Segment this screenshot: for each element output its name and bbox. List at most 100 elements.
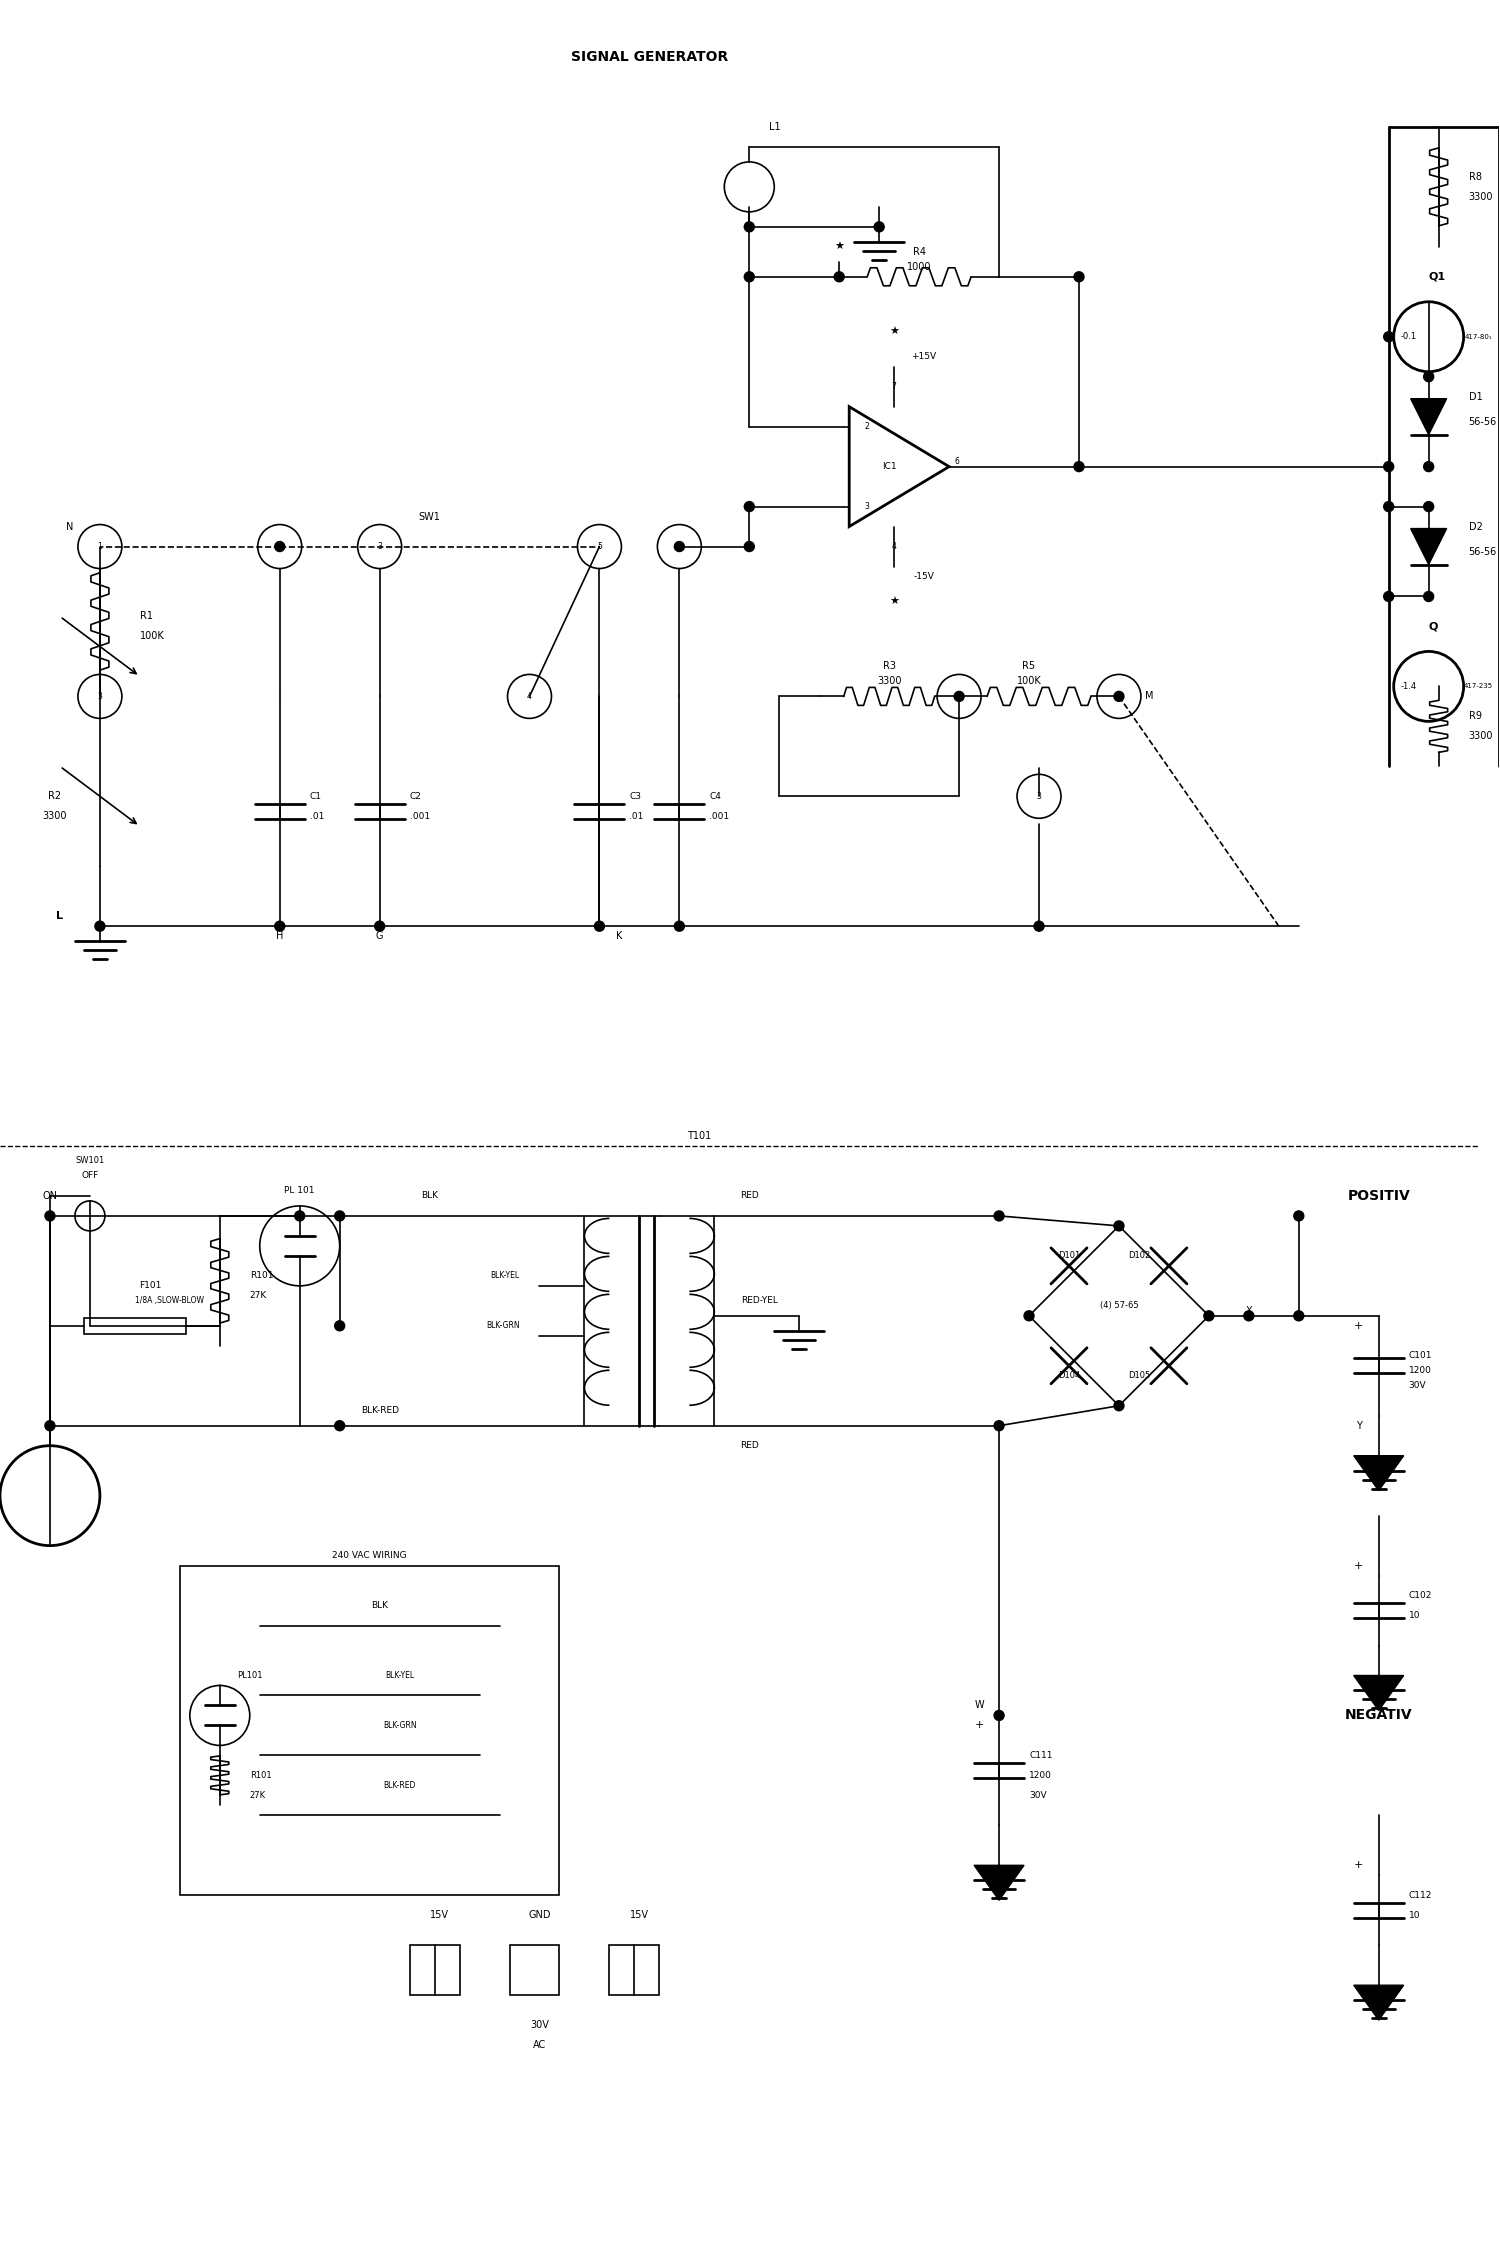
Polygon shape [1353, 1676, 1404, 1711]
Text: R4: R4 [912, 247, 926, 256]
Text: NEGATIV: NEGATIV [1346, 1709, 1413, 1723]
Circle shape [94, 921, 105, 932]
Text: 27K: 27K [251, 1790, 266, 1799]
Text: D105: D105 [1128, 1372, 1150, 1381]
Text: 6: 6 [676, 541, 682, 550]
Text: 15V: 15V [430, 1911, 448, 1920]
Text: IC1: IC1 [882, 463, 897, 472]
Text: D2: D2 [1468, 521, 1482, 532]
Text: (4) 57-65: (4) 57-65 [1100, 1300, 1138, 1309]
Text: ★: ★ [834, 243, 844, 252]
Text: 1/8A ,SLOW-BLOW: 1/8A ,SLOW-BLOW [135, 1296, 204, 1305]
Circle shape [1383, 501, 1394, 512]
Circle shape [994, 1422, 1004, 1431]
Circle shape [954, 692, 964, 701]
Polygon shape [974, 1866, 1024, 1900]
Text: D101: D101 [1058, 1251, 1080, 1260]
Text: R5: R5 [1023, 660, 1035, 672]
Text: 3300: 3300 [42, 811, 68, 822]
Text: 15V: 15V [630, 1911, 650, 1920]
Circle shape [744, 272, 754, 281]
Circle shape [274, 921, 285, 932]
Circle shape [1074, 272, 1084, 281]
Circle shape [874, 222, 884, 231]
Text: 3300: 3300 [878, 676, 902, 687]
Text: 1: 1 [98, 541, 102, 550]
Text: 4: 4 [1116, 692, 1122, 701]
Text: L1: L1 [770, 121, 782, 133]
Text: T101: T101 [687, 1132, 711, 1141]
Text: D102: D102 [1128, 1251, 1150, 1260]
Text: BLK: BLK [422, 1190, 438, 1199]
Text: 3: 3 [376, 541, 382, 550]
Text: .001: .001 [710, 811, 729, 820]
Bar [410, 1945, 459, 1994]
Text: .01: .01 [309, 811, 324, 820]
Circle shape [1383, 332, 1394, 341]
Text: BLK-RED: BLK-RED [360, 1406, 399, 1415]
Circle shape [334, 1321, 345, 1332]
Circle shape [1244, 1312, 1254, 1321]
Text: RED: RED [740, 1190, 759, 1199]
Text: 2: 2 [864, 422, 868, 431]
Circle shape [334, 1422, 345, 1431]
Text: 6: 6 [954, 458, 958, 467]
Text: -0.1: -0.1 [1401, 332, 1416, 341]
Text: -1.4: -1.4 [1401, 683, 1416, 692]
Circle shape [1383, 463, 1394, 472]
Text: 417-80₁: 417-80₁ [1466, 335, 1492, 339]
Text: W: W [975, 1700, 984, 1711]
Bar [609, 1945, 660, 1994]
Text: R2: R2 [48, 791, 62, 802]
Text: R1: R1 [140, 611, 153, 622]
Text: AC: AC [532, 2039, 546, 2051]
Text: C111: C111 [1029, 1752, 1053, 1761]
Text: SIGNAL GENERATOR: SIGNAL GENERATOR [572, 49, 728, 63]
Circle shape [1114, 1222, 1124, 1231]
Circle shape [1383, 591, 1394, 602]
Circle shape [334, 1211, 345, 1222]
Bar [510, 1945, 560, 1994]
Text: BLK-RED: BLK-RED [384, 1781, 416, 1790]
Circle shape [1034, 921, 1044, 932]
Circle shape [744, 222, 754, 231]
Text: SW101: SW101 [75, 1157, 105, 1166]
Text: X: X [1245, 1305, 1252, 1316]
Text: N: N [66, 521, 74, 532]
Text: C2: C2 [410, 793, 422, 802]
Text: OFF: OFF [81, 1172, 99, 1181]
Text: 417-235: 417-235 [1464, 683, 1492, 690]
Text: GND: GND [528, 1911, 550, 1920]
Text: 240 VAC WIRING: 240 VAC WIRING [333, 1552, 406, 1561]
Polygon shape [1410, 528, 1446, 564]
Circle shape [834, 272, 844, 281]
Text: C4: C4 [710, 793, 722, 802]
Text: 100K: 100K [140, 631, 165, 642]
Text: 30V: 30V [1408, 1381, 1426, 1390]
Text: C3: C3 [630, 793, 642, 802]
Bar [84, 1318, 186, 1334]
Circle shape [1424, 463, 1434, 472]
Text: SW1: SW1 [419, 512, 441, 521]
Circle shape [1114, 692, 1124, 701]
Text: PL 101: PL 101 [285, 1186, 315, 1195]
Circle shape [744, 541, 754, 553]
Text: C112: C112 [1408, 1891, 1432, 1900]
Text: POSITIV: POSITIV [1347, 1188, 1410, 1204]
Circle shape [1424, 501, 1434, 512]
Text: 56-56: 56-56 [1468, 418, 1497, 427]
Circle shape [594, 921, 604, 932]
Text: +: + [1354, 1860, 1364, 1871]
Circle shape [294, 1211, 304, 1222]
Circle shape [994, 1211, 1004, 1222]
Circle shape [1024, 1312, 1033, 1321]
Text: 1200: 1200 [1408, 1366, 1431, 1375]
Text: PL101: PL101 [237, 1671, 262, 1680]
Text: 1200: 1200 [1029, 1770, 1051, 1779]
Text: BLK-YEL: BLK-YEL [386, 1671, 414, 1680]
Circle shape [1424, 371, 1434, 382]
Circle shape [274, 541, 285, 553]
Text: C102: C102 [1408, 1590, 1432, 1599]
Text: 3300: 3300 [1468, 732, 1492, 741]
Text: L: L [57, 912, 63, 921]
